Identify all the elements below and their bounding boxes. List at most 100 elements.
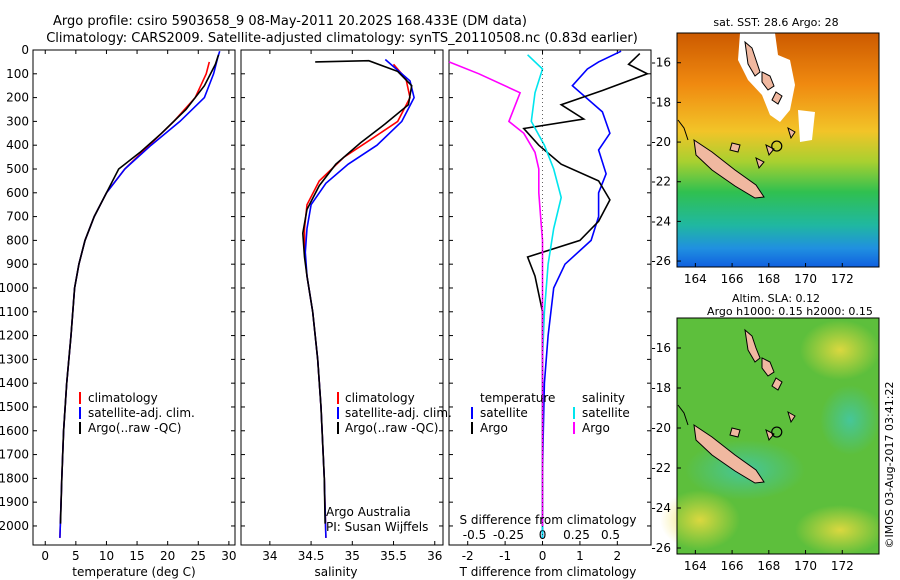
depth-tick-label: 1900: [0, 495, 29, 509]
lat-tick-label: -18: [651, 95, 671, 109]
loyalty-island: [765, 429, 775, 442]
difference-series: [448, 50, 650, 545]
legend-satellite-adj: satellite-adj. clim.: [345, 406, 452, 420]
temperature-legend: climatology satellite-adj. clim. Argo(..…: [79, 391, 195, 435]
sst-coastlines: [677, 40, 796, 199]
loyalty-island: [765, 144, 775, 157]
legend-t-satellite: satellite: [480, 406, 528, 420]
s-difference-x-ticks: -0.5 -0.25 0 0.25 0.5: [463, 528, 620, 542]
lat-tick-label: -16: [651, 341, 671, 355]
x-tick-label: 25: [191, 549, 206, 563]
sla-anomaly-high: [660, 490, 740, 550]
lon-tick-label: 172: [831, 272, 854, 286]
figure-title: Argo profile: csiro 5903658_9 08-May-201…: [53, 14, 527, 29]
lon-tick-label: 168: [757, 272, 780, 286]
legend-t-argo: Argo: [480, 421, 508, 435]
vanuatu-island: [744, 328, 761, 363]
t-difference-x-label: T difference from climatology: [459, 565, 637, 579]
depth-tick-label: 200: [6, 91, 29, 105]
s-diff-tick-label: -0.5: [463, 528, 486, 542]
depth-tick-label: 1500: [0, 400, 29, 414]
lat-tick-label: -22: [651, 461, 671, 475]
sst-map-panel: sat. SST: 28.6 Argo: 28 164 166 168 170 172 -…: [651, 16, 880, 286]
loyalty-island: [729, 427, 741, 438]
temperature-plot-frame: [32, 49, 236, 546]
sst-map-frame: [676, 32, 880, 268]
s-diff-tick-label: 0.25: [563, 528, 590, 542]
depth-tick-label: 0: [21, 43, 29, 57]
series-salinity-argo: [448, 61, 544, 526]
x-tick-label: 30: [221, 549, 236, 563]
salinity-plot-frame: [240, 49, 444, 546]
legend-s-satellite: satellite: [582, 406, 630, 420]
temperature-x-label: temperature (deg C): [72, 565, 195, 579]
loyalty-island: [729, 142, 741, 153]
lat-tick-label: -24: [651, 501, 671, 515]
depth-tick-label: 700: [6, 210, 29, 224]
lon-tick-label: 164: [684, 272, 707, 286]
lon-tick-label: 170: [794, 559, 817, 573]
x-tick-label: 1: [576, 549, 584, 563]
temperature-panel: 0100200300400500600700800900100011001200…: [0, 43, 651, 579]
depth-tick-label: 1100: [0, 305, 29, 319]
depth-tick-label: 900: [6, 257, 29, 271]
x-tick-label: 20: [160, 549, 175, 563]
depth-tick-label: 1300: [0, 352, 29, 366]
depth-tick-label: 600: [6, 186, 29, 200]
x-tick-label: 35: [345, 549, 360, 563]
difference-legend: temperature salinity satellite satellite…: [471, 391, 630, 435]
vanuatu-island: [744, 40, 761, 77]
depth-tick-label: 1800: [0, 471, 29, 485]
argo-float-marker: [771, 426, 783, 438]
figure-subtitle: Climatology: CARS2009. Satellite-adjuste…: [46, 31, 638, 46]
lat-tick-label: -22: [651, 175, 671, 189]
salinity-legend: climatology satellite-adj. clim. Argo(..…: [337, 391, 452, 435]
sla-coastlines: [677, 328, 796, 484]
legend-salinity-heading: salinity: [582, 391, 625, 405]
lon-tick-label: 164: [684, 559, 707, 573]
s-difference-x-label: S difference from climatology: [460, 513, 637, 527]
x-tick-label: 34.5: [298, 549, 325, 563]
reef-outline: [677, 404, 689, 426]
legend-satellite-adj: satellite-adj. clim.: [88, 406, 195, 420]
series-climatology: [59, 61, 211, 538]
difference-panel: -2 -1 0 1 2 -0.5 -0.25 0 0.25 0.5 T difference f…: [448, 49, 652, 579]
legend-temperature-heading: temperature: [480, 391, 555, 405]
argo-float-marker: [771, 140, 783, 152]
reef-outline: [677, 119, 689, 141]
depth-tick-label: 1600: [0, 424, 29, 438]
depth-tick-label: 1400: [0, 376, 29, 390]
lat-tick-label: -20: [651, 421, 671, 435]
depth-tick-label: 400: [6, 138, 29, 152]
lon-tick-label: 166: [721, 559, 744, 573]
sla-anomaly-low: [820, 385, 880, 455]
temperature-x-ticks: 0 5 10 15 20 25 30: [41, 50, 237, 563]
x-tick-label: -1: [499, 549, 511, 563]
depth-tick-label: 800: [6, 233, 29, 247]
x-tick-label: 15: [129, 549, 144, 563]
lon-tick-label: 168: [757, 559, 780, 573]
lat-tick-label: -24: [651, 214, 671, 228]
x-tick-label: 2: [614, 549, 622, 563]
sla-anomaly-high: [795, 505, 885, 555]
lon-tick-label: 170: [794, 272, 817, 286]
lat-tick-label: -20: [651, 135, 671, 149]
x-tick-label: 0: [41, 549, 49, 563]
sla-anomaly-high: [800, 320, 880, 380]
depth-tick-label: 500: [6, 162, 29, 176]
lon-tick-label: 172: [831, 559, 854, 573]
depth-axis-ticks: 0 100 200 300 400 500 600 700 800 900 1000 1100 1200…: [0, 43, 651, 533]
legend-argo: Argo(..raw -QC): [345, 421, 438, 435]
sla-map-panel: Altim. SLA: 0.12 Argo h1000: 0.15 h2000:…: [651, 292, 885, 573]
depth-tick-label: 1700: [0, 448, 29, 462]
sst-map-title: sat. SST: 28.6 Argo: 28: [713, 16, 838, 29]
vanuatu-island: [771, 91, 783, 105]
depth-tick-label: 100: [6, 67, 29, 81]
lat-tick-label: -18: [651, 381, 671, 395]
legend-climatology: climatology: [345, 391, 415, 405]
sla-map-subtitle: Argo h1000: 0.15 h2000: 0.15: [707, 305, 873, 318]
loyalty-island: [787, 126, 796, 140]
x-tick-label: 35.5: [380, 549, 407, 563]
vanuatu-island: [771, 377, 783, 391]
